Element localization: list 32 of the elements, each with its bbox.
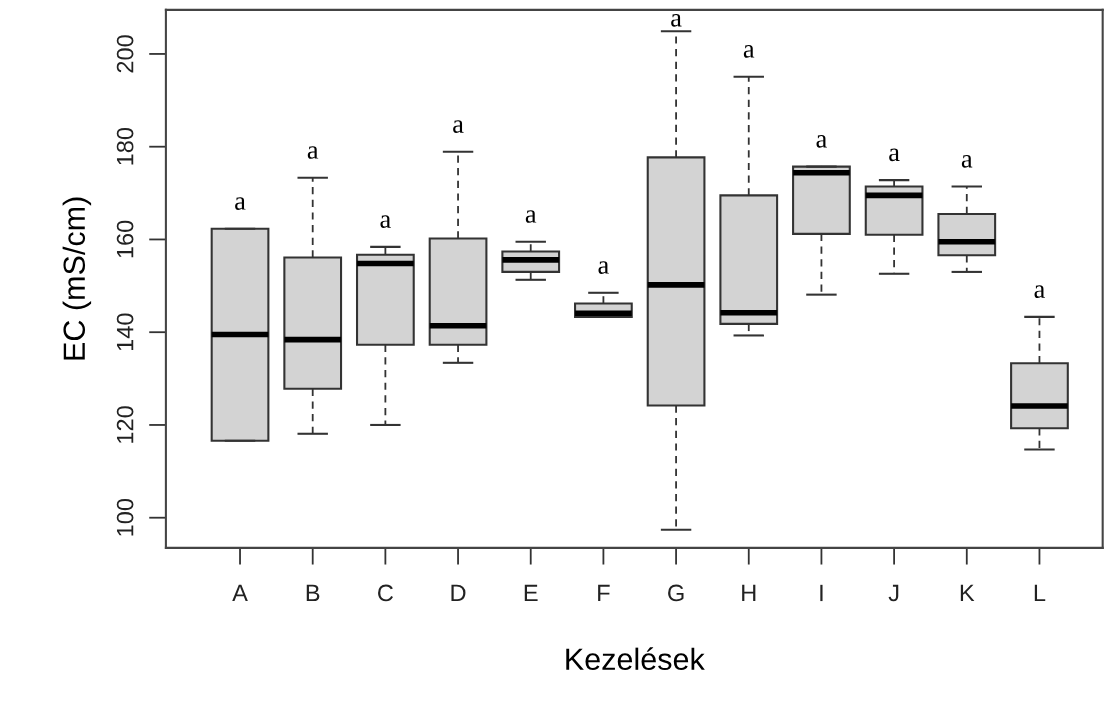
x-tick-label: L <box>1034 584 1046 602</box>
y-tick-label: 120 <box>116 406 134 443</box>
annotation: a <box>671 14 682 27</box>
x-tick-label: B <box>306 584 320 602</box>
annotation: a <box>961 155 973 168</box>
x-tick-label: K <box>960 584 975 602</box>
annotation: a <box>453 120 464 133</box>
y-tick-label: 180 <box>116 127 134 165</box>
annotation: a <box>235 197 246 210</box>
annotation: a <box>743 45 755 58</box>
y-axis-title: EC (mS/cm) <box>62 197 92 360</box>
annotation: a <box>889 148 900 162</box>
y-tick-label: 160 <box>116 220 134 258</box>
y-tick-label: 100 <box>116 498 134 536</box>
x-axis-title: Kezelések <box>566 647 705 671</box>
x-tick-label: C <box>378 584 393 602</box>
x-tick-label: J <box>888 584 899 602</box>
y-tick-label: 140 <box>116 313 134 351</box>
x-tick-label: I <box>820 584 823 602</box>
x-tick-label: A <box>232 584 248 602</box>
x-tick-label: H <box>742 584 756 602</box>
annotation: a <box>380 215 391 228</box>
x-tick-label: D <box>451 584 466 602</box>
x-tick-label: F <box>598 584 610 602</box>
annotation: a <box>816 135 827 148</box>
annotation: a <box>525 210 537 223</box>
annotation: a <box>598 261 609 274</box>
annotation: a <box>1034 285 1045 298</box>
x-tick-label: E <box>524 584 538 602</box>
y-tick-label: 200 <box>116 35 134 73</box>
annotation: a <box>307 146 319 159</box>
x-tick-label: G <box>668 584 684 602</box>
